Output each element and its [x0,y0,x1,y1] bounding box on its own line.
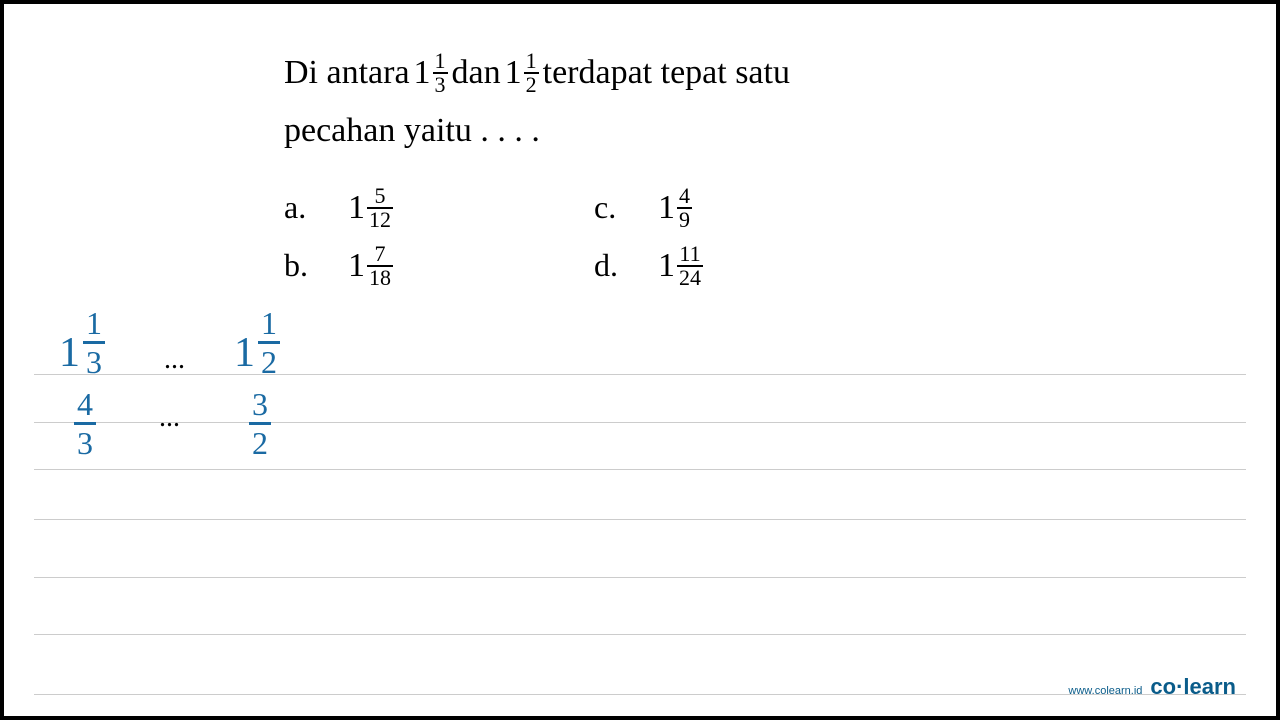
handwriting-row2-right: 3 2 [249,386,271,459]
ruled-line [34,374,1246,375]
option-d: d. 1 11 24 [594,243,904,289]
question-after: terdapat tepat satu [543,44,790,102]
question-mid: dan [452,44,501,102]
option-c: c. 1 4 9 [594,185,904,231]
handwriting-row1-left: 1 1 3 [59,307,105,378]
watermark-logo: co·learn [1150,674,1236,700]
watermark-url: www.colearn.id [1068,685,1142,697]
option-b: b. 1 7 18 [284,243,594,289]
ruled-line [34,469,1246,470]
handwriting-row1-right: 1 1 2 [234,307,280,378]
handwriting-row2-left: 4 3 [74,386,96,459]
question-line-1: Di antara 1 1 3 dan 1 1 2 terdapat tepat… [284,44,1096,102]
question-text: Di antara 1 1 3 dan 1 1 2 terdapat tepat… [284,44,1096,160]
option-a: a. 1 5 12 [284,185,594,231]
ruled-line [34,422,1246,423]
question-before: Di antara [284,44,410,102]
ruled-line [34,519,1246,520]
page-content: Di antara 1 1 3 dan 1 1 2 terdapat tepat… [4,4,1276,289]
question-line-2: pecahan yaitu . . . . [284,102,1096,160]
handwriting-dots-2: ... [159,402,180,434]
question-frac-2: 1 1 2 [505,44,539,102]
options-grid: a. 1 5 12 c. 1 4 9 b. 1 [284,185,1246,289]
question-frac-1: 1 1 3 [414,44,448,102]
ruled-line [34,577,1246,578]
ruled-line [34,694,1246,695]
handwriting-dots-1: ... [164,344,185,376]
ruled-line [34,634,1246,635]
watermark: www.colearn.id co·learn [1068,674,1236,700]
